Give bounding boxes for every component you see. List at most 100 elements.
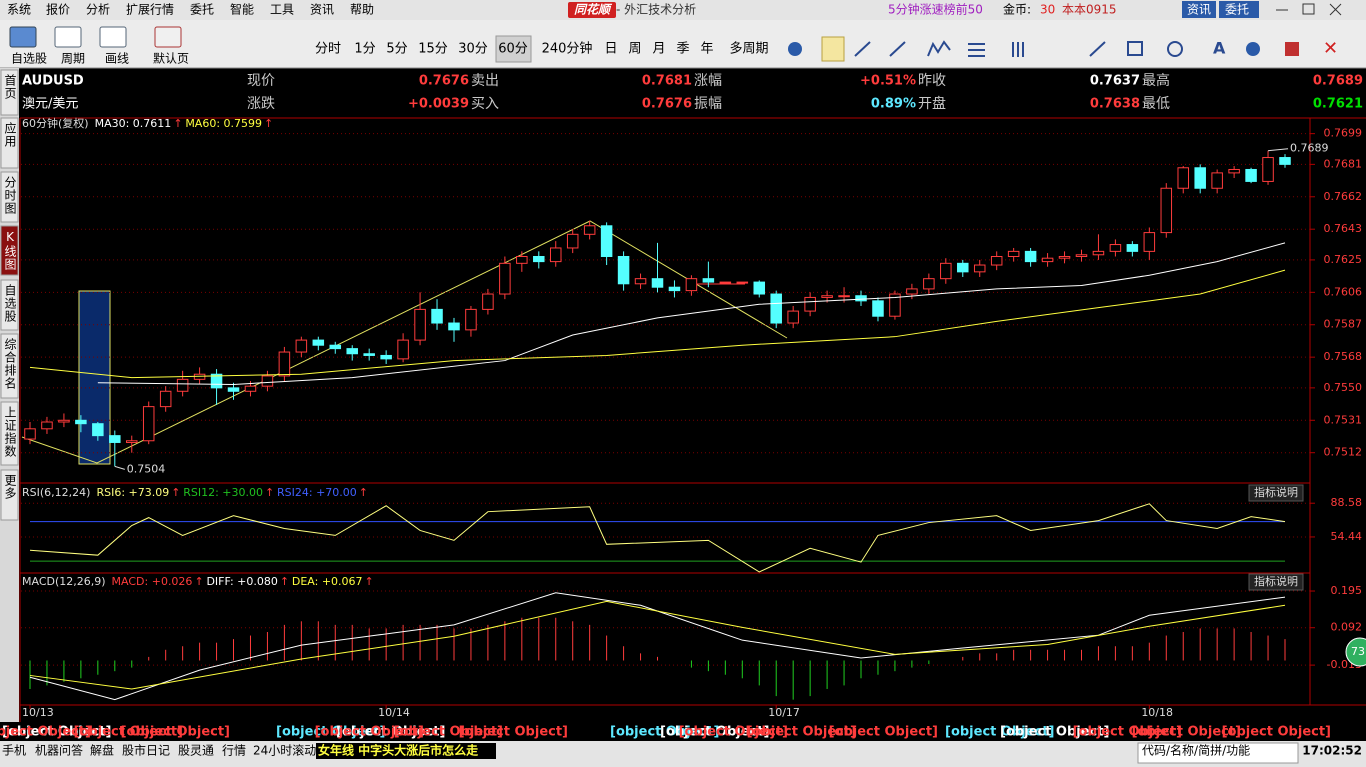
period-button[interactable]: 月 bbox=[652, 42, 665, 57]
candle-body bbox=[278, 351, 291, 377]
search-placeholder[interactable]: 代码/名称/简拼/功能 bbox=[1142, 743, 1250, 758]
sidebar-tab[interactable] bbox=[0, 401, 19, 466]
period-button[interactable]: 多周期 bbox=[729, 41, 768, 57]
candle-body bbox=[1160, 187, 1173, 234]
status-item[interactable]: 手机 bbox=[2, 744, 26, 758]
period-button[interactable]: 季 bbox=[676, 42, 689, 57]
menu-item[interactable]: 委托 bbox=[190, 3, 214, 17]
news-button[interactable] bbox=[1182, 1, 1216, 18]
sidebar-tab-label[interactable]: 上证指数 bbox=[3, 406, 17, 458]
period-selected[interactable]: 60分 bbox=[498, 42, 528, 57]
candle-body bbox=[702, 278, 715, 283]
period-button[interactable]: 日 bbox=[604, 42, 617, 57]
ticker-item: [object Object] bbox=[121, 725, 230, 740]
period-button[interactable]: 分时 bbox=[315, 42, 341, 57]
candle-body bbox=[329, 344, 342, 350]
sidebar-tab[interactable] bbox=[0, 69, 19, 116]
low-label: 0.7504 bbox=[127, 462, 166, 475]
quote-label: 最高 bbox=[1142, 72, 1170, 89]
quote-label: 涨幅 bbox=[694, 73, 722, 89]
period-button[interactable]: 30分 bbox=[458, 42, 488, 57]
help-button[interactable] bbox=[1248, 573, 1304, 591]
ticker-item: [object Object] bbox=[459, 725, 568, 740]
trade-button[interactable] bbox=[1219, 1, 1259, 18]
status-item[interactable]: 24小时滚动 bbox=[253, 743, 316, 758]
candle-body bbox=[92, 423, 104, 437]
toolbar-button[interactable]: 默认页 bbox=[153, 51, 189, 66]
status-item[interactable]: 机器问答 bbox=[35, 743, 83, 758]
candle-body bbox=[227, 387, 240, 392]
candle-body bbox=[821, 295, 833, 298]
menu-item[interactable]: 系统 bbox=[7, 3, 31, 17]
window-controls[interactable] bbox=[1276, 3, 1342, 16]
candle-body bbox=[448, 322, 460, 331]
help-button[interactable] bbox=[1248, 484, 1304, 502]
status-item[interactable]: 股市日记 bbox=[122, 743, 170, 758]
menu-item[interactable]: 分析 bbox=[86, 3, 110, 17]
sidebar-tab-label[interactable]: 应用 bbox=[3, 121, 17, 148]
news-button-label[interactable]: 资讯 bbox=[1187, 3, 1211, 17]
y-tick-label: 0.092 bbox=[1331, 621, 1363, 634]
candle-body bbox=[58, 419, 70, 423]
period-button[interactable]: 5分 bbox=[386, 42, 407, 57]
legend-entry: DIFF: +0.080 bbox=[206, 575, 277, 588]
sidebar-tab[interactable] bbox=[0, 469, 19, 521]
menu-item[interactable]: 工具 bbox=[270, 3, 294, 17]
sidebar-tab[interactable] bbox=[0, 117, 19, 169]
indicator-line bbox=[29, 269, 1286, 379]
toolbar-button[interactable]: 自选股 bbox=[11, 52, 47, 66]
toolbar-button[interactable]: 画线 bbox=[105, 52, 129, 66]
menu-item[interactable]: 智能 bbox=[230, 2, 254, 17]
y-tick-label: 88.58 bbox=[1331, 496, 1363, 509]
menu-item[interactable]: 扩展行情 bbox=[126, 3, 174, 17]
toolbar-button[interactable]: 周期 bbox=[61, 52, 85, 66]
float-badge-label[interactable]: 73 bbox=[1351, 645, 1365, 658]
coins: 30 bbox=[1040, 3, 1055, 17]
sidebar-tab-label[interactable]: 更多 bbox=[3, 474, 17, 500]
candle-body bbox=[24, 428, 36, 440]
candle-body bbox=[1109, 244, 1122, 252]
float-badge[interactable] bbox=[1345, 637, 1366, 667]
legend-arrow: ↑ bbox=[171, 486, 180, 499]
menu-item[interactable]: 报价 bbox=[46, 2, 70, 17]
candle-body bbox=[923, 278, 935, 290]
sidebar-tab-label[interactable]: 分时图 bbox=[3, 176, 17, 215]
svg-text:✕: ✕ bbox=[1323, 38, 1338, 59]
legend-entry: MACD: +0.026 bbox=[112, 575, 193, 588]
y-tick-label: 0.7606 bbox=[1324, 285, 1363, 298]
status-item[interactable]: 股灵通 bbox=[178, 744, 214, 758]
sidebar-tab-label[interactable]: 首页 bbox=[3, 74, 17, 100]
trade-button-label[interactable]: 委托 bbox=[1225, 3, 1249, 17]
candle-body bbox=[312, 339, 325, 346]
period-button[interactable]: 周 bbox=[628, 42, 641, 57]
sidebar-tab-label[interactable]: K线图 bbox=[3, 230, 17, 271]
user[interactable]: 本本0915 bbox=[1062, 3, 1117, 17]
menu-item[interactable]: 资讯 bbox=[310, 3, 334, 17]
period-button[interactable]: 年 bbox=[700, 42, 713, 57]
candle-body bbox=[499, 262, 511, 295]
help-button-label[interactable]: 指标说明 bbox=[1254, 574, 1298, 588]
candle-body bbox=[1211, 172, 1223, 189]
status-item[interactable]: 解盘 bbox=[90, 743, 114, 758]
candle-body bbox=[125, 440, 138, 443]
ticker-item: [object Object] bbox=[315, 725, 424, 740]
pane-title: 60分钟(复权) bbox=[22, 116, 89, 130]
period-button[interactable]: 240分钟 bbox=[542, 41, 593, 57]
sidebar-tab[interactable] bbox=[0, 171, 19, 223]
sidebar-tab-label[interactable]: 综合排名 bbox=[3, 338, 17, 390]
status-item[interactable]: 行情 bbox=[222, 744, 246, 758]
news-headline[interactable]: 女年线 中字头大涨后市怎么走 bbox=[318, 743, 478, 758]
period-button[interactable]: 1分 bbox=[354, 42, 375, 57]
help-button-label[interactable]: 指标说明 bbox=[1254, 485, 1298, 499]
sidebar-tab[interactable] bbox=[0, 279, 19, 331]
sidebar-tab-label[interactable]: 自选股 bbox=[3, 284, 17, 323]
search-box[interactable] bbox=[1137, 742, 1299, 764]
quote-value: 0.7676 bbox=[642, 97, 692, 112]
period-button[interactable]: 15分 bbox=[418, 42, 448, 57]
rank-link[interactable]: 5分钟涨速榜前50 bbox=[888, 2, 983, 17]
menu-item[interactable]: 帮助 bbox=[350, 3, 374, 17]
sidebar-tab[interactable] bbox=[0, 333, 19, 399]
x-tick-label: 10/17 bbox=[768, 706, 800, 719]
sidebar-tab[interactable] bbox=[0, 225, 19, 276]
